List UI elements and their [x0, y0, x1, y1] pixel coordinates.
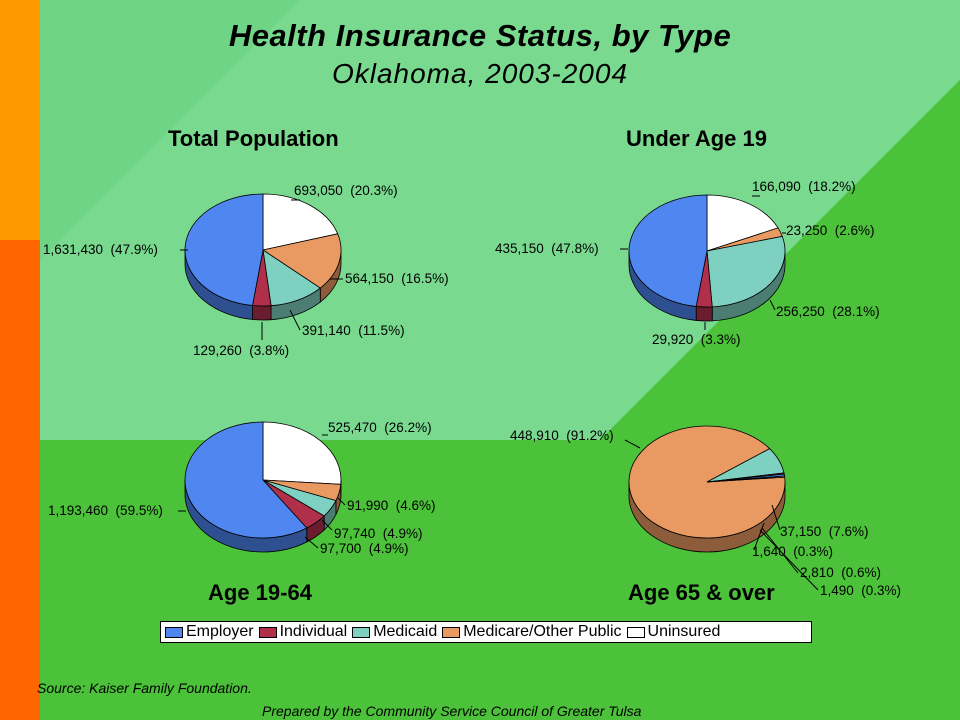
data-label: 391,140 (11.5%): [302, 323, 405, 338]
pie-1: 693,050 (20.3%) 564,150 (16.5%) 391,140 (1…: [43, 183, 449, 358]
pie-side-individual: [695, 306, 713, 322]
data-label: 435,150 (47.8%): [495, 241, 599, 256]
legend-label-individual: Individual: [279, 623, 348, 640]
data-label: 97,700 (4.9%): [320, 541, 409, 556]
data-label: 2,810 (0.6%): [800, 565, 881, 580]
data-label: 29,920 (3.3%): [652, 332, 741, 347]
leader-line: [304, 536, 319, 549]
source-note: Source: Kaiser Family Foundation.: [37, 680, 252, 696]
legend-item-uninsured: Uninsured: [626, 623, 721, 641]
prepared-by-note: Prepared by the Community Service Counci…: [262, 703, 642, 719]
legend-item-medicaid: Medicaid: [352, 623, 437, 641]
data-label: 1,193,460 (59.5%): [48, 503, 163, 518]
legend-item-individual: Individual: [258, 623, 348, 641]
data-label: 525,470 (26.2%): [328, 420, 432, 435]
legend-swatch-medicare: [442, 626, 461, 638]
pie-2: 166,090 (18.2%) 23,250 (2.6%) 256,250 (28.…: [495, 179, 880, 347]
pie-slice-uninsured: [706, 475, 786, 483]
data-label: 256,250 (28.1%): [776, 304, 880, 319]
panel-title-under19: Under Age 19: [626, 126, 768, 151]
legend-label-uninsured: Uninsured: [647, 623, 721, 640]
pie-slice-medicare-other-public: [261, 233, 342, 289]
pie-slice-uninsured: [706, 194, 779, 252]
legend-label-medicare: Medicare/Other Public: [463, 623, 622, 640]
pie-slice-employer: [184, 421, 308, 539]
legend-swatch-uninsured: [626, 626, 645, 638]
chart-subtitle: Oklahoma, 2003-2004: [331, 58, 629, 89]
data-label: 564,150 (16.5%): [345, 271, 449, 286]
leader-line: [769, 299, 776, 311]
data-label: 23,250 (2.6%): [786, 223, 875, 238]
pie-3: 525,470 (26.2%) 91,990 (4.6%) 97,740 (4.9%…: [48, 420, 436, 556]
data-label: 91,990 (4.6%): [347, 498, 436, 513]
pie-side-individual: [252, 305, 272, 321]
data-label: 166,090 (18.2%): [752, 179, 856, 194]
data-label: 1,640 (0.3%): [752, 544, 833, 559]
leader-line: [759, 529, 819, 591]
data-label: 37,150 (7.6%): [780, 524, 869, 539]
pie-slice-employer: [184, 193, 264, 306]
data-label: 448,910 (91.2%): [510, 428, 614, 443]
legend-swatch-medicaid: [352, 626, 371, 638]
panel-title-65-over: Age 65 & over: [628, 580, 775, 605]
data-label: 1,490 (0.3%): [820, 583, 901, 598]
data-label: 1,631,430 (47.9%): [43, 242, 158, 257]
pie-slice-medicaid: [706, 235, 786, 308]
legend: Employer Individual Medicaid Medicare/Ot…: [160, 621, 812, 643]
legend-swatch-employer: [165, 626, 183, 638]
legend-label-employer: Employer: [186, 623, 254, 640]
legend-item-employer: Employer: [165, 623, 254, 641]
panel-title-total: Total Population: [168, 126, 339, 151]
chart-title: Health Insurance Status, by Type: [228, 18, 732, 53]
data-label: 129,260 (3.8%): [193, 343, 289, 358]
legend-swatch-individual: [258, 626, 277, 638]
leader-line: [337, 497, 346, 506]
pie-slice-uninsured: [262, 193, 339, 251]
data-label: 97,740 (4.9%): [334, 526, 423, 541]
pie-4: 448,910 (91.2%) 37,150 (7.6%) 1,640 (0.3%)…: [510, 425, 901, 598]
legend-label-medicaid: Medicaid: [373, 623, 438, 640]
leader-line: [321, 519, 333, 531]
leader-line: [771, 504, 781, 531]
leader-line: [624, 439, 641, 449]
panel-title-19-64: Age 19-64: [208, 580, 312, 605]
leader-line: [289, 309, 301, 331]
data-label: 693,050 (20.3%): [294, 183, 398, 198]
pie-slice-uninsured: [262, 421, 342, 485]
leader-line: [753, 522, 765, 551]
legend-item-medicare: Medicare/Other Public: [442, 623, 622, 641]
pie-slice-employer: [628, 194, 708, 307]
